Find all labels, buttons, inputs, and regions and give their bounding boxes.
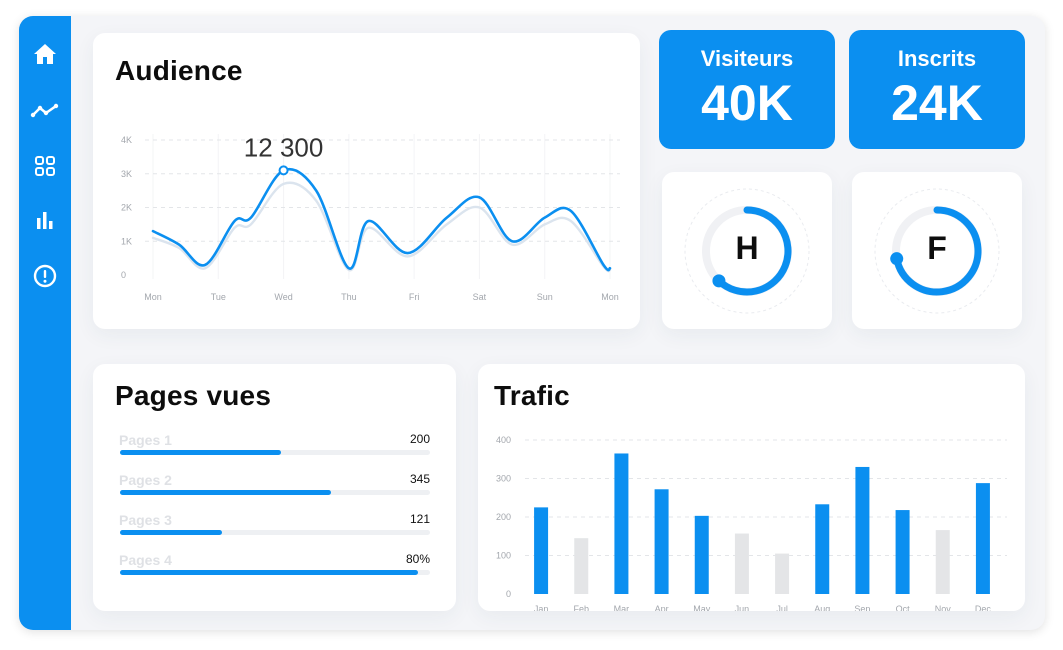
page-progress-track (120, 530, 430, 535)
trafic-y-tick: 300 (496, 474, 511, 484)
trafic-bar[interactable] (734, 533, 749, 594)
gauge-h (684, 188, 810, 314)
page-label: Pages 2 (119, 472, 172, 488)
dashboard-frame: Audience 0 1K 2K 3K 4K Mon Tue Wed Thu Fri Sat Sun M… (19, 16, 1045, 630)
audience-x-tick: Wed (274, 292, 292, 302)
page-progress-fill (120, 530, 223, 535)
trafic-title: Trafic (494, 380, 570, 411)
gauge-knob[interactable] (890, 252, 904, 266)
visiteurs-card[interactable]: Visiteurs 40K (659, 30, 835, 149)
audience-highlight-point[interactable] (278, 165, 289, 176)
gauge-outer-ring (684, 188, 810, 314)
gauge-f-letter: F (927, 230, 947, 266)
trafic-bar[interactable] (694, 515, 709, 594)
home-icon[interactable] (29, 38, 61, 70)
page-value: 345 (409, 472, 430, 486)
trafic-x-tick: Jul (776, 604, 788, 611)
trafic-x-tick: Apr (655, 604, 669, 611)
audience-x-tick: Tue (211, 292, 226, 302)
trafic-x-tick: May (693, 604, 711, 611)
audience-x-tick: Fri (409, 292, 420, 302)
page-progress-fill (120, 490, 331, 495)
page-value: 200 (409, 432, 430, 446)
page-progress-fill (120, 450, 282, 455)
audience-x-tick: Mon (144, 292, 162, 302)
audience-y-tick: 2K (121, 203, 132, 213)
audience-x-tick: Mon (601, 292, 619, 302)
trafic-y-tick: 400 (496, 435, 511, 445)
trafic-bar-chart: 0 100 200 300 400 Jan Feb Mar Apr May Jun Jul Aug Sep… (496, 435, 1007, 611)
sidebar (19, 16, 71, 630)
inscrits-label: Inscrits (897, 46, 977, 71)
trafic-bar[interactable] (775, 553, 790, 594)
trafic-x-tick: Feb (573, 604, 589, 611)
page-label: Pages 1 (119, 432, 172, 448)
trafic-x-tick: Nov (935, 604, 952, 611)
page-progress-track (120, 570, 430, 575)
trafic-x-tick: Jun (735, 604, 750, 611)
audience-y-tick: 4K (121, 135, 132, 145)
page-value: 80% (405, 552, 430, 566)
audience-title: Audience (115, 55, 243, 86)
gauge-f (874, 188, 1000, 314)
gauge-knob[interactable] (712, 274, 726, 288)
pages-vues-row: Pages 3 121 (119, 512, 430, 542)
page-label: Pages 4 (119, 552, 172, 568)
gauge-h-letter: H (735, 230, 759, 266)
trafic-bar[interactable] (815, 504, 830, 594)
trafic-x-tick: Sep (854, 604, 870, 611)
trafic-bar[interactable] (654, 489, 669, 594)
audience-x-tick: Sat (473, 292, 487, 302)
trafic-bar[interactable] (975, 483, 990, 594)
trafic-x-tick: Mar (614, 604, 630, 611)
audience-highlight-label: 12 300 (244, 132, 324, 162)
audience-x-tick: Thu (341, 292, 357, 302)
gauge-card-h: H (662, 172, 832, 329)
page-label: Pages 3 (119, 512, 172, 528)
page-progress-track (120, 450, 430, 455)
pages-vues-row: Pages 2 345 (119, 472, 430, 502)
audience-y-tick: 0 (121, 270, 126, 280)
trafic-bar[interactable] (895, 510, 910, 594)
trafic-bar[interactable] (574, 538, 589, 594)
pages-vues-title: Pages vues (115, 380, 272, 411)
page-value: 121 (409, 512, 430, 526)
audience-y-tick: 1K (121, 236, 132, 246)
trafic-x-tick: Aug (814, 604, 830, 611)
audience-series-shadow (151, 181, 612, 273)
page-progress-track (120, 490, 430, 495)
trafic-bar[interactable] (935, 530, 950, 594)
audience-x-tick: Sun (537, 292, 553, 302)
audience-line-chart: 0 1K 2K 3K 4K Mon Tue Wed Thu Fri Sat Sun Mon 12 300 (121, 132, 620, 302)
inscrits-card[interactable]: Inscrits 24K (849, 30, 1025, 149)
trafic-y-tick: 200 (496, 512, 511, 522)
audience-card: Audience 0 1K 2K 3K 4K Mon Tue Wed Thu Fri Sat Sun M… (93, 33, 640, 329)
trafic-x-tick: Dec (975, 604, 992, 611)
trafic-bar[interactable] (614, 453, 629, 594)
trafic-bar[interactable] (534, 507, 549, 594)
pages-vues-card: Pages vues Pages 1 200 Pages 2 345 Pages… (93, 364, 456, 611)
inscrits-value: 24K (891, 75, 983, 131)
gauge-card-f: F (852, 172, 1022, 329)
bar-chart-icon[interactable] (29, 204, 61, 236)
audience-series-main (151, 167, 612, 272)
trafic-x-tick: Jan (534, 604, 549, 611)
gauge-arc (715, 206, 792, 296)
grid-icon[interactable] (29, 150, 61, 182)
audience-y-tick: 3K (121, 169, 132, 179)
pages-vues-row: Pages 1 200 (119, 432, 430, 462)
gauge-arc (893, 206, 982, 296)
gauge-outer-ring (874, 188, 1000, 314)
trafic-bar[interactable] (855, 466, 870, 594)
visiteurs-label: Visiteurs (700, 46, 794, 71)
trafic-card: Trafic 0 100 200 300 400 Jan Feb Mar Apr May Jun Ju… (478, 364, 1025, 611)
visiteurs-value: 40K (701, 75, 793, 131)
alert-icon[interactable] (29, 260, 61, 292)
page-progress-fill (120, 570, 418, 575)
trafic-y-tick: 0 (506, 589, 511, 599)
pages-vues-row: Pages 4 80% (119, 552, 430, 582)
trend-icon[interactable] (29, 95, 61, 127)
trafic-x-tick: Oct (896, 604, 911, 611)
trafic-y-tick: 100 (496, 551, 511, 561)
